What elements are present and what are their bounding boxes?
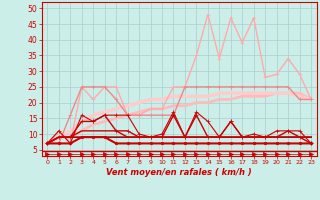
X-axis label: Vent moyen/en rafales ( km/h ): Vent moyen/en rafales ( km/h ) bbox=[106, 168, 252, 177]
